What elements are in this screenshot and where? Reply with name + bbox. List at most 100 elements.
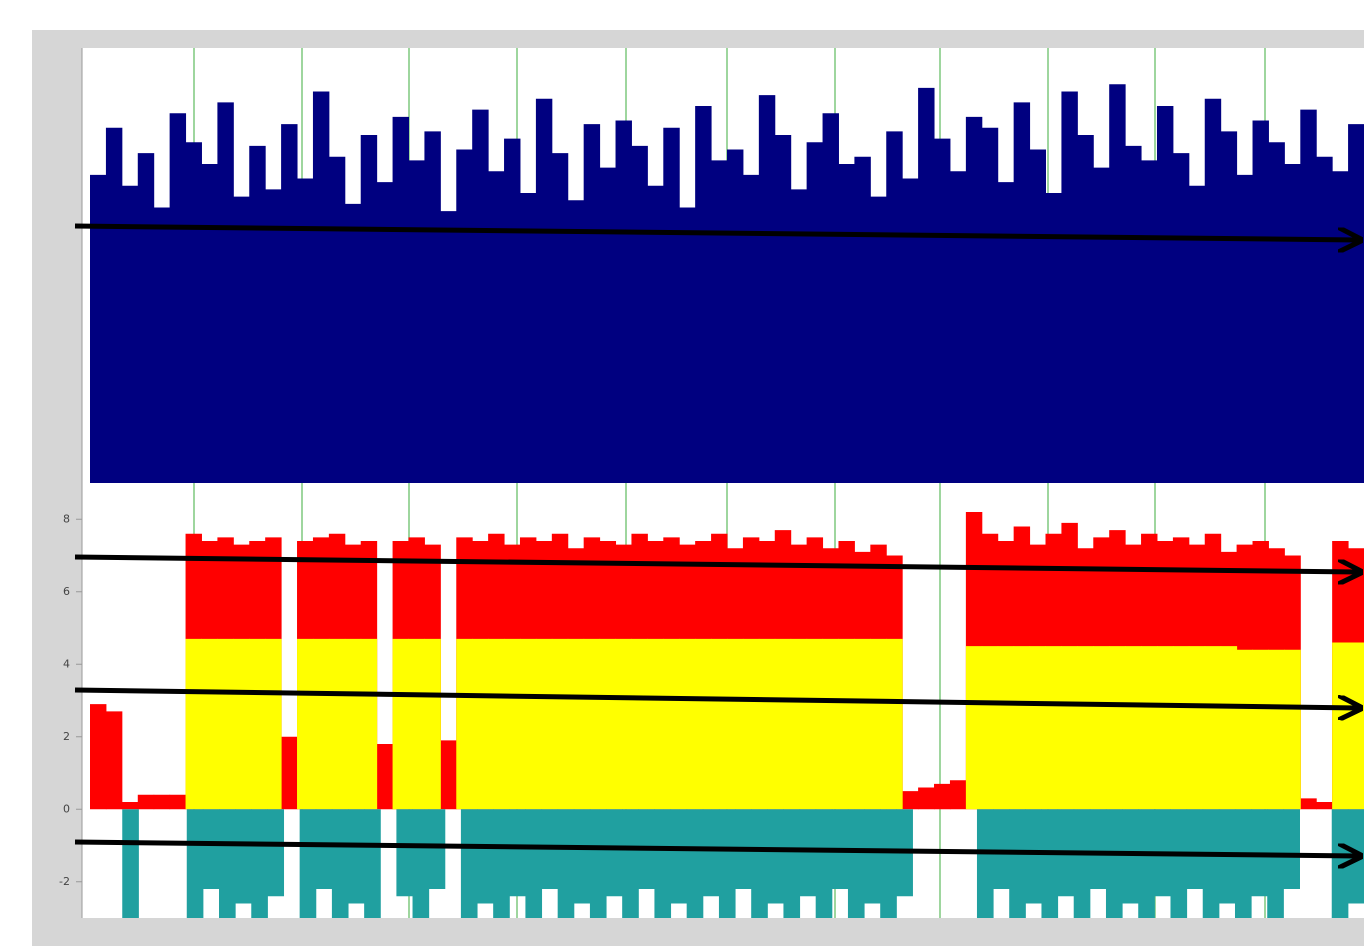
- bar: [647, 638, 664, 810]
- bar: [606, 809, 623, 897]
- bar: [1073, 809, 1091, 918]
- bar: [615, 638, 632, 810]
- bar: [488, 638, 505, 810]
- bar: [525, 809, 543, 918]
- bar: [1234, 809, 1252, 918]
- y-tick-label: -2: [59, 875, 70, 888]
- bar: [965, 646, 983, 810]
- bar: [493, 809, 510, 918]
- bar: [1156, 646, 1174, 810]
- bar: [440, 211, 457, 483]
- bar: [1236, 174, 1254, 483]
- bar: [976, 809, 994, 918]
- bar: [90, 174, 107, 483]
- annotation-arrows: [74, 223, 1358, 856]
- y-tick-label: 0: [63, 802, 70, 815]
- bar: [949, 780, 967, 810]
- bar: [1316, 156, 1333, 483]
- bar: [742, 174, 760, 483]
- bar: [822, 638, 839, 810]
- bar: [312, 638, 330, 810]
- bar: [1109, 646, 1126, 810]
- bar: [1204, 646, 1222, 810]
- bar: [679, 207, 696, 483]
- bar: [1316, 802, 1333, 810]
- bar: [456, 149, 473, 483]
- bar: [408, 638, 425, 810]
- bar: [1332, 642, 1349, 810]
- bar: [790, 189, 808, 483]
- bar: [535, 98, 553, 483]
- bar: [535, 638, 553, 810]
- bar: [1156, 106, 1174, 483]
- bar: [1284, 649, 1301, 810]
- bar: [1252, 120, 1269, 483]
- bar: [711, 160, 728, 483]
- bar: [1268, 142, 1285, 483]
- bar: [344, 638, 362, 810]
- bar: [169, 113, 187, 483]
- bar: [233, 638, 250, 810]
- bar: [105, 127, 123, 483]
- bar: [783, 809, 801, 918]
- bar: [838, 164, 855, 483]
- bar: [997, 646, 1015, 810]
- bar: [557, 809, 575, 918]
- bar: [1268, 649, 1285, 810]
- bar: [1125, 145, 1142, 483]
- bar: [364, 809, 381, 918]
- y-tick-label: 4: [63, 657, 70, 670]
- y-tick-label: 6: [63, 585, 70, 598]
- bar: [847, 809, 865, 918]
- bar: [1141, 160, 1158, 483]
- bar: [344, 203, 362, 483]
- bar: [440, 740, 457, 810]
- bar: [742, 638, 760, 810]
- bar: [376, 744, 394, 810]
- bar: [1093, 646, 1110, 810]
- bar: [551, 638, 569, 810]
- bar: [854, 638, 871, 810]
- bar: [686, 809, 704, 918]
- bar: [864, 809, 881, 904]
- bar: [360, 135, 378, 483]
- bar: [121, 185, 139, 483]
- bar: [460, 809, 478, 918]
- bar: [918, 87, 935, 483]
- bar: [137, 794, 155, 810]
- bar: [1025, 809, 1042, 904]
- bar: [312, 91, 330, 483]
- bar: [1009, 809, 1026, 918]
- bar: [249, 638, 266, 810]
- bar: [297, 178, 314, 483]
- bar: [348, 809, 365, 904]
- bar: [1188, 646, 1206, 810]
- bar: [774, 135, 792, 483]
- bar: [477, 809, 494, 904]
- bar: [509, 809, 526, 897]
- y-tick-label: 2: [63, 730, 70, 743]
- bar: [1331, 809, 1349, 918]
- bar: [815, 809, 833, 918]
- bar: [767, 809, 784, 904]
- bar: [997, 182, 1015, 483]
- bar: [965, 116, 983, 483]
- bar: [599, 167, 617, 483]
- bar: [886, 638, 903, 810]
- bar: [870, 638, 887, 810]
- bar: [137, 153, 155, 483]
- bar: [1029, 646, 1046, 810]
- bar: [328, 156, 346, 483]
- bar: [328, 638, 346, 810]
- bar: [299, 809, 317, 918]
- bar: [186, 809, 204, 918]
- bar: [412, 809, 430, 918]
- bar: [217, 102, 234, 483]
- bar: [631, 145, 648, 483]
- bar: [1061, 646, 1078, 810]
- bar: [1077, 135, 1094, 483]
- bar: [1041, 809, 1059, 918]
- bar: [519, 638, 537, 810]
- bar: [751, 809, 768, 918]
- bar: [631, 638, 648, 810]
